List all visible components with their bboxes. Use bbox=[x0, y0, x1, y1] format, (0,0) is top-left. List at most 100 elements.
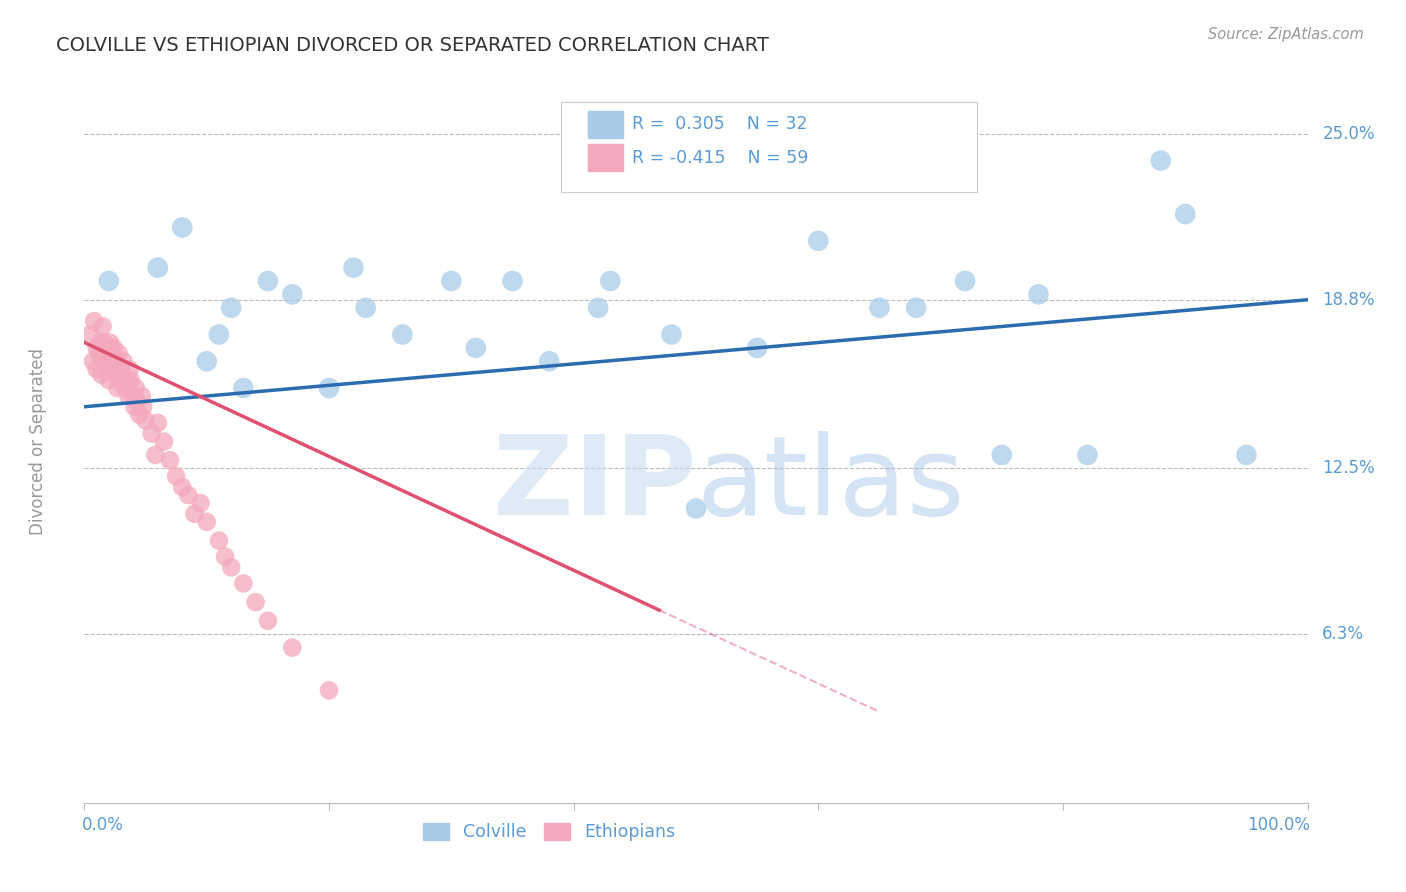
Point bbox=[97, 341, 120, 355]
Text: R = -0.415    N = 59: R = -0.415 N = 59 bbox=[633, 149, 808, 167]
Point bbox=[257, 274, 280, 288]
Text: Source: ZipAtlas.com: Source: ZipAtlas.com bbox=[1208, 27, 1364, 42]
Point bbox=[232, 381, 254, 395]
Point bbox=[91, 319, 114, 334]
Point bbox=[1076, 448, 1098, 462]
Point bbox=[195, 515, 218, 529]
Point bbox=[100, 346, 122, 360]
Point bbox=[101, 362, 124, 376]
Point bbox=[318, 381, 340, 395]
Point bbox=[97, 373, 120, 387]
Point bbox=[94, 346, 117, 360]
Point bbox=[172, 480, 194, 494]
Point bbox=[747, 341, 769, 355]
Point bbox=[146, 260, 169, 275]
Point bbox=[342, 260, 364, 275]
Point bbox=[281, 287, 304, 301]
Text: ZIP: ZIP bbox=[492, 432, 696, 539]
Point bbox=[115, 373, 138, 387]
Text: 0.0%: 0.0% bbox=[82, 816, 124, 834]
Point bbox=[464, 341, 486, 355]
Text: 12.5%: 12.5% bbox=[1322, 459, 1375, 477]
Point bbox=[661, 327, 683, 342]
Point bbox=[83, 314, 105, 328]
Point bbox=[111, 376, 134, 390]
Point bbox=[103, 341, 125, 355]
Point bbox=[104, 354, 127, 368]
Point bbox=[107, 346, 129, 360]
Text: 100.0%: 100.0% bbox=[1247, 816, 1310, 834]
Point bbox=[214, 549, 236, 564]
Point bbox=[90, 368, 112, 382]
Point bbox=[110, 362, 132, 376]
Legend: Colville, Ethiopians: Colville, Ethiopians bbox=[416, 815, 682, 848]
Point bbox=[183, 507, 205, 521]
Point bbox=[143, 448, 166, 462]
Point bbox=[318, 683, 340, 698]
Point bbox=[135, 413, 157, 427]
Point bbox=[125, 394, 148, 409]
Text: 25.0%: 25.0% bbox=[1322, 125, 1375, 143]
Point bbox=[195, 354, 218, 368]
Point bbox=[440, 274, 463, 288]
Point bbox=[869, 301, 891, 315]
Text: 6.3%: 6.3% bbox=[1322, 625, 1364, 643]
Point bbox=[502, 274, 524, 288]
Point bbox=[208, 533, 231, 548]
Bar bbox=[588, 111, 623, 138]
Point bbox=[105, 381, 128, 395]
Point bbox=[599, 274, 621, 288]
Point bbox=[991, 448, 1014, 462]
Point bbox=[89, 335, 111, 350]
Point bbox=[141, 426, 163, 441]
Point bbox=[117, 389, 139, 403]
Point bbox=[807, 234, 830, 248]
Point bbox=[122, 389, 145, 403]
Point bbox=[97, 354, 120, 368]
Bar bbox=[588, 144, 623, 171]
Point bbox=[232, 576, 254, 591]
Text: atlas: atlas bbox=[696, 432, 965, 539]
Point bbox=[1174, 207, 1197, 221]
Point bbox=[98, 335, 121, 350]
Point bbox=[177, 488, 200, 502]
Point bbox=[190, 496, 212, 510]
Point bbox=[96, 359, 118, 374]
FancyBboxPatch shape bbox=[561, 102, 977, 193]
Point bbox=[97, 274, 120, 288]
Point bbox=[114, 381, 136, 395]
Point bbox=[131, 389, 153, 403]
Point bbox=[219, 301, 242, 315]
Point bbox=[79, 327, 101, 342]
Point bbox=[538, 354, 561, 368]
Point bbox=[208, 327, 231, 342]
Text: R =  0.305    N = 32: R = 0.305 N = 32 bbox=[633, 115, 808, 133]
Point bbox=[82, 354, 104, 368]
Point bbox=[91, 354, 114, 368]
Point bbox=[124, 400, 146, 414]
Point bbox=[128, 408, 150, 422]
Point bbox=[953, 274, 976, 288]
Point bbox=[172, 220, 194, 235]
Point bbox=[86, 362, 108, 376]
Text: 18.8%: 18.8% bbox=[1322, 291, 1375, 309]
Point bbox=[219, 560, 242, 574]
Point bbox=[281, 640, 304, 655]
Point bbox=[1236, 448, 1258, 462]
Point bbox=[120, 373, 142, 387]
Point bbox=[118, 362, 141, 376]
Point bbox=[586, 301, 609, 315]
Point bbox=[165, 469, 187, 483]
Point bbox=[125, 381, 148, 395]
Point bbox=[245, 595, 267, 609]
Point bbox=[391, 327, 413, 342]
Point bbox=[112, 354, 135, 368]
Text: Divorced or Separated: Divorced or Separated bbox=[30, 348, 46, 535]
Text: COLVILLE VS ETHIOPIAN DIVORCED OR SEPARATED CORRELATION CHART: COLVILLE VS ETHIOPIAN DIVORCED OR SEPARA… bbox=[56, 36, 769, 54]
Point bbox=[153, 434, 176, 449]
Point bbox=[685, 501, 707, 516]
Point bbox=[105, 368, 128, 382]
Point bbox=[1028, 287, 1050, 301]
Point bbox=[257, 614, 280, 628]
Point bbox=[87, 346, 110, 360]
